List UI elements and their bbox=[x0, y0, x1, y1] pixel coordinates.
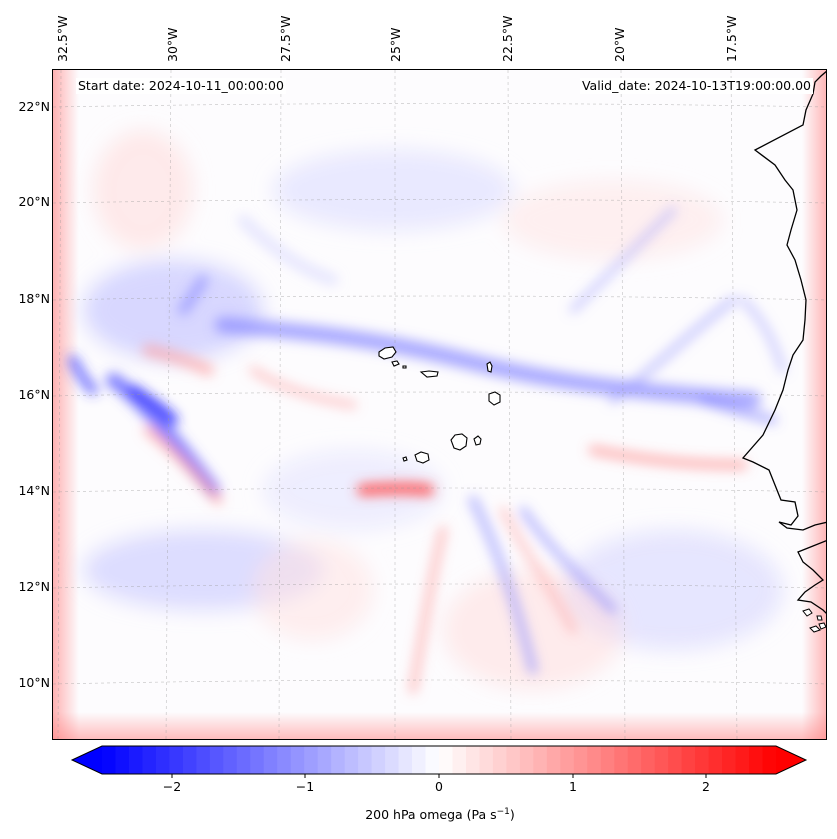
colorbar-cell bbox=[439, 746, 454, 774]
gridlines bbox=[53, 70, 826, 739]
colorbar-label-close: ) bbox=[509, 807, 515, 823]
lat-label: 12°N bbox=[18, 579, 50, 594]
south-boundary-band bbox=[53, 712, 826, 739]
start-date-label: Start date: 2024-10-11_00:00:00 bbox=[76, 78, 286, 94]
lat-label: 14°N bbox=[18, 483, 50, 498]
colorbar-cell bbox=[412, 746, 427, 774]
lon-label: 17.5°W bbox=[724, 15, 739, 62]
colorbar-tick-label: −2 bbox=[162, 779, 182, 794]
colorbar-label: 200 hPa omega (Pa s−1) bbox=[0, 807, 837, 822]
colorbar-cell bbox=[358, 746, 373, 774]
colorbar-cell bbox=[465, 746, 481, 774]
colorbar-cell bbox=[317, 746, 332, 774]
colorbar-cell bbox=[654, 746, 669, 774]
colorbar-cell bbox=[681, 746, 696, 774]
colorbar-cell bbox=[722, 746, 737, 774]
colorbar-cell bbox=[749, 746, 764, 774]
colorbar-cell bbox=[371, 746, 386, 774]
east-boundary-band bbox=[802, 70, 826, 739]
colorbar-cell bbox=[398, 746, 413, 774]
colorbar-cell bbox=[735, 746, 750, 774]
colorbar-label-text: 200 hPa omega (Pa s bbox=[365, 807, 497, 823]
colorbar-outline bbox=[70, 745, 808, 775]
colorbar-cell bbox=[519, 746, 534, 774]
colorbar-label-exponent: −1 bbox=[496, 807, 510, 817]
valid-date-label: Valid_date: 2024-10-13T19:00:00.00 bbox=[579, 78, 813, 94]
colorbar-extend-min bbox=[72, 746, 102, 774]
colorbar-cell bbox=[479, 746, 494, 774]
colorbar-cells bbox=[72, 746, 806, 774]
colorbar-cell bbox=[169, 746, 184, 774]
colorbar-cell bbox=[102, 746, 117, 774]
colorbar-extend-max bbox=[776, 746, 806, 774]
omega-field-map bbox=[53, 70, 826, 739]
colorbar-cell bbox=[182, 746, 197, 774]
colorbar-tick-label: 1 bbox=[569, 779, 577, 794]
colorbar-cell bbox=[668, 746, 683, 774]
colorbar-cell bbox=[641, 746, 656, 774]
lat-label: 16°N bbox=[18, 387, 50, 402]
colorbar-cell bbox=[263, 746, 278, 774]
colorbar-cell bbox=[223, 746, 238, 774]
lat-label: 20°N bbox=[18, 194, 50, 209]
colorbar-tick-label: −1 bbox=[295, 779, 315, 794]
colorbar-cell bbox=[708, 746, 723, 774]
colorbar-cell bbox=[425, 746, 440, 774]
colorbar-tick-label: 2 bbox=[702, 779, 710, 794]
colorbar-cell bbox=[128, 746, 144, 774]
colorbar-tick-marks bbox=[171, 774, 707, 778]
african-coastline-south bbox=[796, 540, 826, 614]
cape-verde-islands bbox=[378, 346, 501, 464]
colorbar-cell bbox=[209, 746, 224, 774]
lon-label: 20°W bbox=[612, 27, 627, 62]
colorbar-cell bbox=[290, 746, 305, 774]
colorbar-cell bbox=[492, 746, 507, 774]
bijagos-islands bbox=[802, 608, 826, 633]
colorbar-cell bbox=[695, 746, 710, 774]
lat-label: 10°N bbox=[18, 675, 50, 690]
colorbar-cell bbox=[250, 746, 265, 774]
west-boundary-band bbox=[53, 70, 79, 739]
colorbar-cell bbox=[533, 746, 548, 774]
lat-label: 22°N bbox=[18, 99, 50, 114]
colorbar-cell bbox=[385, 746, 400, 774]
lon-label: 25°W bbox=[388, 27, 403, 62]
colorbar-cell bbox=[331, 746, 346, 774]
colorbar-cell bbox=[155, 746, 170, 774]
colorbar bbox=[70, 745, 808, 778]
colorbar-cell bbox=[115, 746, 130, 774]
colorbar-cell bbox=[196, 746, 211, 774]
lon-label: 30°W bbox=[165, 27, 180, 62]
colorbar-cell bbox=[627, 746, 642, 774]
lon-label: 27.5°W bbox=[278, 15, 293, 62]
colorbar-cell bbox=[587, 746, 602, 774]
african-coastline bbox=[741, 70, 826, 531]
colorbar-cell bbox=[304, 746, 319, 774]
colorbar-cell bbox=[762, 746, 777, 774]
colorbar-cell bbox=[506, 746, 521, 774]
lat-label: 18°N bbox=[18, 291, 50, 306]
colorbar-cell bbox=[560, 746, 575, 774]
colorbar-cell bbox=[344, 746, 359, 774]
colorbar-cell bbox=[236, 746, 251, 774]
colorbar-cell bbox=[452, 746, 467, 774]
colorbar-cell bbox=[573, 746, 588, 774]
colorbar-cell bbox=[614, 746, 629, 774]
lon-label: 32.5°W bbox=[55, 15, 70, 62]
omega-streaks bbox=[68, 206, 787, 694]
colorbar-cell bbox=[546, 746, 561, 774]
map-plot-area bbox=[52, 69, 827, 740]
colorbar-cell bbox=[600, 746, 615, 774]
lon-label: 22.5°W bbox=[500, 15, 515, 62]
colorbar-tick-label: 0 bbox=[435, 779, 443, 794]
colorbar-cell bbox=[142, 746, 157, 774]
colorbar-cell bbox=[277, 746, 292, 774]
broad-field-patches bbox=[83, 130, 783, 690]
